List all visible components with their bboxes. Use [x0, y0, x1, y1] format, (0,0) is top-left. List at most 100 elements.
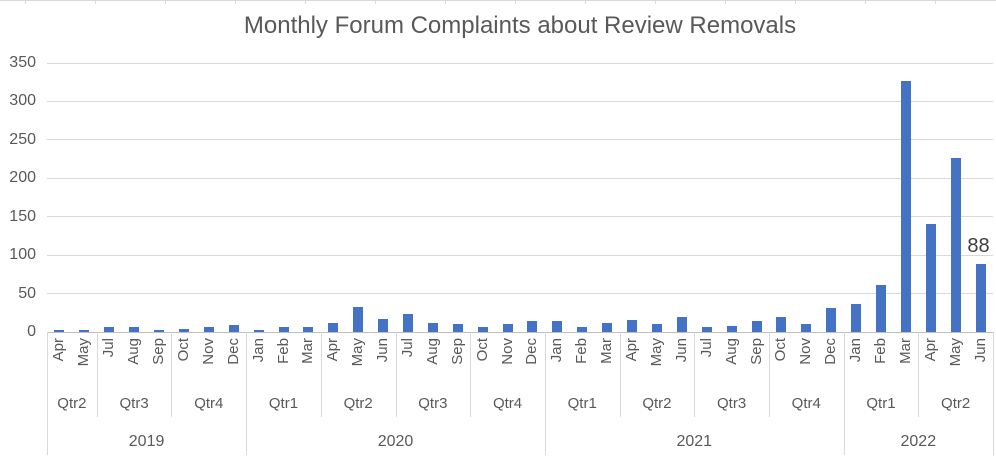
y-gridline	[47, 254, 993, 256]
month-label: Aug	[721, 338, 743, 394]
bar	[427, 322, 438, 332]
month-label-text: Mar	[299, 338, 317, 364]
month-label-text: Jun	[374, 338, 392, 363]
month-label-text: Nov	[498, 338, 516, 365]
bar	[527, 321, 538, 332]
month-label: May	[347, 338, 369, 394]
month-label: Apr	[920, 338, 942, 394]
bar	[402, 314, 413, 332]
bar	[701, 327, 712, 332]
year-separator	[993, 332, 994, 455]
bar	[54, 330, 65, 332]
y-gridline	[47, 216, 993, 218]
quarter-label: Qtr3	[716, 395, 747, 412]
spreadsheet-top-tick	[655, 0, 656, 4]
month-label-text: Jun	[971, 338, 989, 363]
month-label: Mar	[297, 338, 319, 394]
bar	[851, 304, 862, 332]
month-label: Jan	[546, 338, 568, 394]
bar	[577, 326, 588, 332]
month-label-text: May	[75, 338, 93, 367]
month-label: Jul	[397, 338, 419, 394]
bar	[801, 324, 812, 332]
month-label-text: Dec	[224, 338, 242, 365]
month-label-text: Aug	[125, 338, 143, 365]
quarter-label: Qtr4	[492, 395, 523, 412]
month-label-text: Aug	[423, 338, 441, 365]
month-label: Oct	[472, 338, 494, 394]
year-separator	[545, 332, 546, 455]
bar	[975, 264, 986, 332]
spreadsheet-top-tick	[25, 0, 26, 4]
month-label-text: Nov	[199, 338, 217, 365]
y-axis-tick-label: 350	[9, 54, 36, 71]
month-label-text: Jul	[697, 338, 715, 358]
bar	[726, 325, 737, 332]
spreadsheet-top-tick	[165, 0, 166, 4]
quarter-separator	[768, 332, 770, 417]
quarter-separator	[918, 332, 920, 417]
bar	[676, 316, 687, 332]
spreadsheet-top-tick	[865, 0, 866, 4]
quarter-separator	[171, 332, 173, 417]
month-label-text: Apr	[50, 338, 68, 362]
bar	[627, 319, 638, 332]
quarter-label: Qtr3	[418, 395, 448, 412]
quarter-label: Qtr4	[194, 395, 224, 412]
month-label: Feb	[273, 338, 295, 394]
y-gridline	[47, 100, 993, 102]
month-label-text: Apr	[921, 338, 939, 362]
quarter-separator	[619, 332, 621, 417]
x-axis-line	[47, 331, 994, 333]
month-label-text: Jul	[100, 338, 118, 358]
y-gridline	[47, 293, 993, 295]
bar	[751, 321, 762, 332]
month-label: Apr	[322, 338, 344, 394]
bar	[502, 324, 513, 332]
bar	[79, 329, 90, 332]
month-label-text: Dec	[822, 338, 840, 365]
month-label-text: Dec	[523, 338, 541, 365]
month-label-text: Feb	[274, 338, 292, 364]
month-label-text: Sep	[747, 338, 765, 365]
month-label: Aug	[123, 338, 145, 394]
bar	[228, 325, 239, 332]
month-label: Nov	[795, 338, 817, 394]
month-label: Jun	[372, 338, 394, 394]
bar	[203, 327, 214, 332]
year-label: 2021	[676, 433, 713, 450]
month-label-text: Sep	[150, 338, 168, 365]
quarter-label: Qtr1	[567, 395, 597, 412]
y-axis-tick-label: 250	[9, 130, 36, 148]
year-separator	[844, 332, 845, 455]
spreadsheet-top-tick	[235, 0, 236, 4]
month-label-text: Jul	[398, 338, 416, 358]
bar	[826, 308, 837, 332]
year-label: 2020	[377, 433, 414, 450]
y-axis-tick-label: 150	[9, 207, 36, 225]
bar	[129, 327, 140, 332]
bar	[651, 324, 662, 332]
bar	[900, 80, 911, 332]
month-label-text: Apr	[623, 338, 641, 362]
month-label: Jul	[696, 338, 718, 394]
y-axis-tick-label: 200	[9, 169, 36, 187]
month-label-text: Jan	[249, 338, 267, 363]
month-label-text: May	[946, 338, 964, 367]
bar	[875, 285, 886, 332]
bar	[253, 329, 264, 332]
month-label: Sep	[447, 338, 469, 394]
spreadsheet-top-tick	[375, 0, 376, 4]
spreadsheet-top-tick	[935, 0, 936, 4]
quarter-separator	[395, 332, 397, 417]
month-label: Nov	[497, 338, 519, 394]
bar	[353, 307, 364, 332]
month-label-text: Jun	[672, 338, 690, 363]
month-label-text: Sep	[448, 338, 466, 365]
month-label: Mar	[596, 338, 618, 394]
year-separator	[246, 332, 247, 455]
month-label-text: Mar	[598, 338, 616, 364]
month-label: Feb	[571, 338, 593, 394]
month-label: Oct	[770, 338, 792, 394]
bar	[303, 326, 314, 332]
